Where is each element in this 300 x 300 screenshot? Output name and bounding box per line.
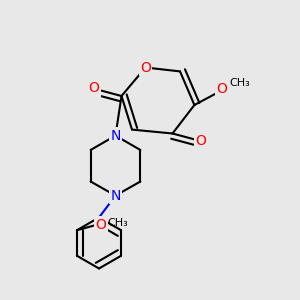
Text: O: O: [140, 61, 151, 74]
Text: N: N: [110, 189, 121, 202]
Text: O: O: [196, 134, 206, 148]
Text: O: O: [217, 82, 227, 96]
Text: N: N: [110, 129, 121, 142]
Text: O: O: [88, 82, 99, 95]
Text: CH₃: CH₃: [229, 78, 250, 88]
Text: O: O: [95, 218, 106, 232]
Text: CH₃: CH₃: [108, 218, 129, 228]
